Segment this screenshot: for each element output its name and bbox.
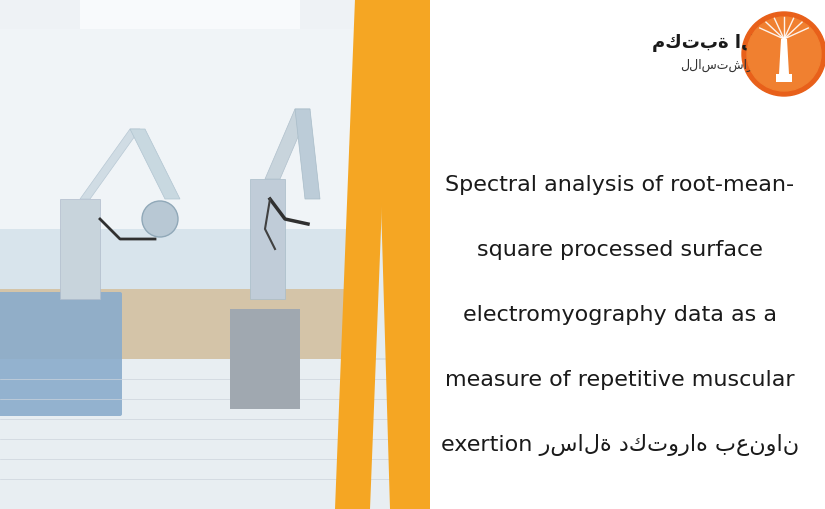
Bar: [0, 0, 440, 509]
Bar: [0, 30, 440, 230]
Polygon shape: [779, 40, 789, 75]
Polygon shape: [80, 130, 140, 200]
Polygon shape: [265, 110, 310, 180]
Text: مكتبة الإنارة: مكتبة الإنارة: [653, 34, 806, 52]
Text: exertion رسالة دكتوراه بعنوان: exertion رسالة دكتوراه بعنوان: [441, 433, 799, 455]
Bar: [430, 0, 825, 509]
Bar: [250, 180, 285, 299]
Bar: [60, 200, 100, 299]
FancyBboxPatch shape: [0, 293, 122, 416]
Bar: [80, 0, 300, 30]
Bar: [0, 359, 440, 509]
Bar: [230, 309, 300, 409]
FancyBboxPatch shape: [350, 140, 450, 359]
Bar: [0, 0, 440, 200]
Polygon shape: [130, 130, 180, 200]
Bar: [0, 290, 440, 389]
Text: measure of repetitive muscular: measure of repetitive muscular: [446, 369, 794, 389]
Circle shape: [142, 202, 178, 238]
Text: electromyography data as a: electromyography data as a: [463, 304, 777, 324]
Bar: [440, 0, 825, 509]
Text: Spectral analysis of root-mean-: Spectral analysis of root-mean-: [446, 175, 794, 194]
Circle shape: [747, 18, 821, 92]
Text: للاستشارات: للاستشارات: [680, 59, 768, 71]
Text: square processed surface: square processed surface: [477, 240, 763, 260]
Polygon shape: [776, 75, 792, 83]
Polygon shape: [295, 110, 320, 200]
Circle shape: [742, 13, 825, 97]
Polygon shape: [375, 0, 430, 509]
Polygon shape: [335, 0, 390, 509]
